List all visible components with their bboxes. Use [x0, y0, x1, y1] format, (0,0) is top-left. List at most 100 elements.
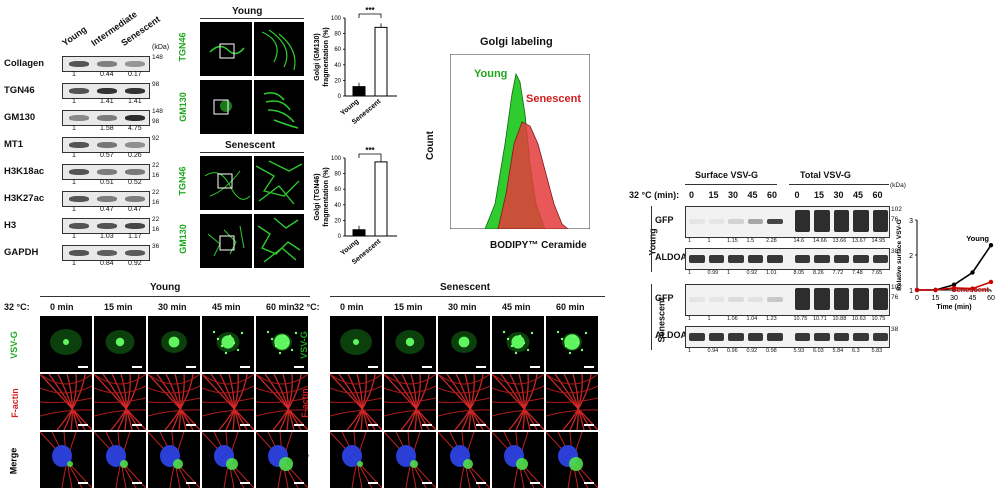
blot-b-band — [747, 219, 763, 224]
blot-b-quant: 1.01 — [766, 270, 777, 276]
line-chart-xtick-label: 45 — [969, 295, 977, 302]
blot-b-band — [708, 219, 724, 224]
vsvg-row-label: Merge — [8, 447, 19, 475]
histogram-panel: Golgi labeling Count BODIPY™ Ceramide 10… — [420, 30, 590, 260]
vsvg-scale-bar — [132, 482, 142, 484]
vsvg-dot — [228, 334, 232, 338]
blot-a-band — [97, 223, 117, 229]
blot-b-band — [814, 288, 830, 310]
bar-chart-sig-label: *** — [365, 146, 375, 155]
vsvg-cell-drawing — [40, 374, 92, 430]
blot-b-kda-marker: 102 — [891, 206, 902, 213]
blot-a-band — [69, 250, 89, 256]
bar-chart-ytick-label: 100 — [331, 156, 342, 162]
blot-b-band — [689, 297, 705, 302]
blot-b-band — [728, 333, 744, 341]
vsvg-actin-fiber — [356, 374, 363, 430]
vsvg-cell-drawing — [384, 432, 436, 488]
vsvg-actin-fiber — [63, 374, 77, 430]
vsvg-golgi-spot — [569, 457, 583, 471]
blot-a-band — [125, 115, 145, 121]
vsvg-cell-image — [256, 316, 308, 372]
vsvg-dot — [526, 348, 530, 352]
bar-chart-ytick-label: 100 — [331, 16, 342, 22]
line-chart-point — [951, 282, 957, 287]
vsvg-cell-image — [546, 374, 598, 430]
golgi-young-tgn46-zoom — [254, 22, 304, 76]
bar-chart-ytick-label: 0 — [338, 94, 342, 100]
vsvg-scale-bar — [530, 482, 540, 484]
vsvg-dot — [266, 330, 270, 334]
vsvg-temp-label: 32 °C: — [294, 302, 320, 312]
vsvg-cell-image — [330, 432, 382, 488]
blot-a-band — [69, 169, 89, 175]
vsvg-scale-bar — [368, 482, 378, 484]
bar-chart-bar — [374, 161, 388, 237]
blot-b-quant: 6.3 — [852, 348, 860, 354]
vsvg-dot — [502, 330, 506, 334]
blot-a-quant: 1 — [72, 179, 76, 186]
golgi-senescent-tgn46-zoom — [254, 156, 304, 210]
vsvg-golgi-spot — [279, 457, 293, 471]
blot-a-quant: 0.47 — [100, 206, 114, 213]
blot-b-time-label: 60 — [872, 190, 883, 200]
blot-a-strip — [62, 191, 150, 207]
golgi-label-gm130-senescent: GM130 — [177, 224, 188, 254]
bar-chart-ytick-label: 20 — [334, 78, 341, 84]
blot-b-quant: 1 — [707, 316, 711, 322]
blot-b-group-label: Senescent — [656, 297, 667, 343]
blot-b-band — [728, 255, 744, 263]
vsvg-actin-fiber — [384, 409, 436, 417]
blot-b-group-label: Young — [647, 228, 658, 256]
vsvg-cell-image — [330, 316, 382, 372]
vsvg-cell-drawing — [438, 374, 490, 430]
blot-b-band — [833, 333, 849, 341]
bar-chart-bar — [374, 26, 388, 97]
vsvg-actin-fiber — [148, 374, 200, 385]
vsvg-actin-fiber — [492, 409, 544, 417]
line-chart-ytick-label: 3 — [909, 218, 913, 225]
line-chart-ytick-label: 2 — [909, 253, 913, 260]
blot-b-kda-marker: 102 — [891, 284, 902, 291]
blot-b-quant: 5.83 — [871, 348, 883, 354]
vsvg-cell-drawing — [161, 331, 187, 353]
blot-b-band — [853, 255, 869, 263]
golgi-label-tgn46-senescent: TGN46 — [177, 166, 188, 196]
vsvg-cell-image — [94, 374, 146, 430]
vsvg-actin-fiber — [572, 374, 579, 430]
vsvg-dot — [572, 334, 576, 338]
blot-b-quant: 13.67 — [852, 238, 866, 244]
vsvg-scale-bar — [584, 366, 594, 368]
vsvg-actin-fiber — [202, 385, 254, 394]
blot-a-quant: 0.26 — [128, 152, 142, 159]
bar-chart-sig-label: *** — [365, 6, 375, 15]
vsvg-dot — [518, 334, 522, 338]
vsvg-actin-fiber — [330, 374, 382, 385]
vsvg-panel-title: Senescent — [440, 282, 491, 293]
blot-a-quant: 0.47 — [128, 206, 142, 213]
vsvg-cell-image — [492, 432, 544, 488]
vsvg-actin-fiber — [120, 374, 127, 430]
vsvg-golgi-spot — [226, 458, 238, 470]
blot-b-band — [794, 255, 810, 263]
vsvg-actin-fiber — [384, 397, 436, 403]
vsvg-cell-image — [256, 432, 308, 488]
vsvg-scale-bar — [78, 482, 88, 484]
blot-b-quant: 6.03 — [813, 348, 824, 354]
vsvg-cell-image — [438, 316, 490, 372]
vsvg-nucleus — [342, 445, 362, 467]
blot-b-band — [833, 255, 849, 263]
vsvg-actin-fiber — [228, 374, 235, 430]
blot-b-row-label: ALDOA — [655, 252, 687, 262]
vsvg-actin-fiber — [202, 409, 254, 417]
blot-b-quant: 1.23 — [766, 316, 777, 322]
vsvg-golgi-spot — [168, 336, 180, 348]
vsvg-nucleus — [52, 445, 72, 467]
blot-a-band — [125, 223, 145, 229]
blot-b-kda-marker: 76 — [891, 294, 899, 301]
vsvg-scale-bar — [78, 424, 88, 426]
vsvg-scale-bar — [240, 366, 250, 368]
vsvg-golgi-spot — [221, 335, 235, 349]
blot-a-strip — [62, 218, 150, 234]
